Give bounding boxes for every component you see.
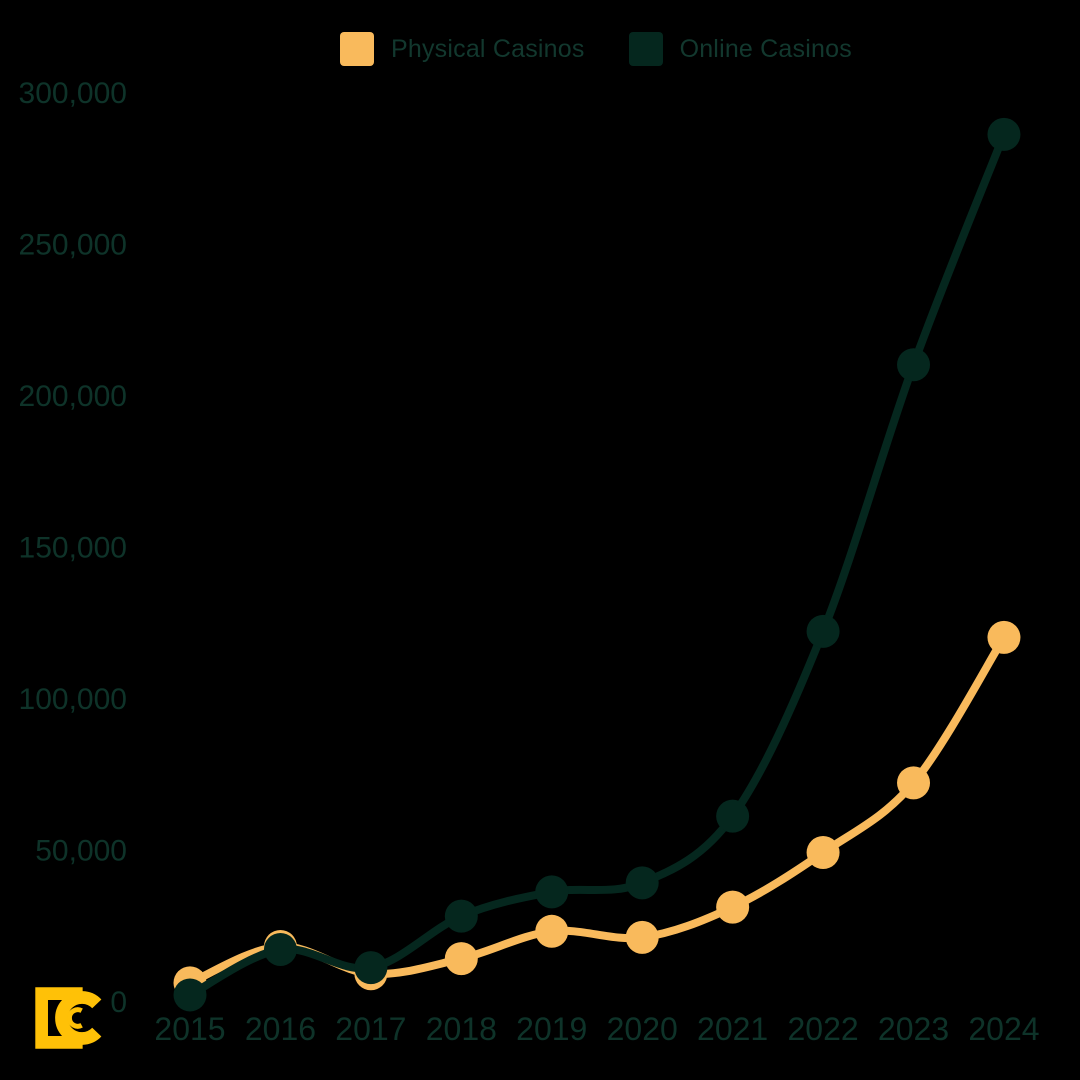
series-line-online-casinos [186, 130, 1008, 999]
dc-monogram-logo-icon [35, 987, 102, 1049]
physical-casinos-swatch-icon [340, 32, 374, 66]
data-point-online-casinos-2024 [987, 117, 1021, 151]
x-tick-label: 2018 [426, 1011, 497, 1047]
x-tick-label: 2019 [516, 1011, 587, 1047]
data-point-online-casinos-2023 [897, 348, 931, 382]
legend-label-physical-casinos: Physical Casinos [391, 35, 585, 63]
data-point-online-casinos-2021 [716, 799, 750, 833]
y-tick-label: 200,000 [19, 380, 127, 413]
legend: Physical Casinos Online Casinos [340, 32, 852, 66]
data-point-physical-casinos-2022 [806, 836, 840, 870]
y-tick-label: 50,000 [35, 835, 127, 868]
data-point-physical-casinos-2023 [897, 766, 931, 800]
online-casinos-swatch-icon [628, 32, 663, 66]
data-point-online-casinos-2015 [173, 978, 207, 1012]
legend-item-online-casinos: Online Casinos [628, 32, 852, 66]
y-tick-label: 300,000 [19, 77, 127, 110]
legend-label-online-casinos: Online Casinos [679, 35, 852, 63]
legend-item-physical-casinos: Physical Casinos [340, 32, 585, 66]
data-point-online-casinos-2017 [354, 951, 388, 985]
x-tick-label: 2022 [787, 1011, 858, 1047]
data-point-online-casinos-2018 [444, 899, 478, 933]
y-tick-label: 250,000 [19, 229, 127, 262]
series-line-physical-casinos [186, 633, 1008, 987]
data-point-physical-casinos-2024 [987, 620, 1021, 654]
x-tick-label: 2016 [245, 1011, 316, 1047]
x-tick-label: 2021 [697, 1011, 768, 1047]
data-point-physical-casinos-2018 [444, 942, 478, 976]
data-point-physical-casinos-2020 [625, 920, 659, 954]
data-point-physical-casinos-2019 [535, 914, 569, 948]
y-tick-label: 150,000 [19, 532, 127, 565]
data-point-online-casinos-2019 [535, 875, 569, 909]
x-tick-label: 2017 [335, 1011, 406, 1047]
y-tick-label: 0 [110, 986, 127, 1019]
y-tick-label: 100,000 [19, 683, 127, 716]
data-point-online-casinos-2022 [806, 614, 840, 648]
x-tick-label: 2020 [607, 1011, 678, 1047]
x-tick-label: 2024 [968, 1011, 1039, 1047]
x-tick-label: 2015 [154, 1011, 225, 1047]
data-point-online-casinos-2016 [263, 932, 297, 966]
data-point-physical-casinos-2021 [716, 890, 750, 924]
data-point-online-casinos-2020 [625, 866, 659, 900]
x-tick-label: 2023 [878, 1011, 949, 1047]
